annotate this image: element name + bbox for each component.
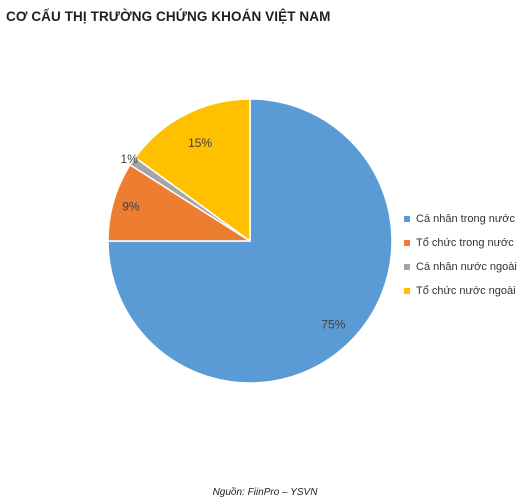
chart-title: CƠ CẤU THỊ TRƯỜNG CHỨNG KHOÁN VIỆT NAM <box>6 9 331 24</box>
legend-item: Tổ chức trong nước <box>404 237 517 249</box>
legend-item: Tổ chức nước ngoài <box>404 285 517 297</box>
pie-chart: 75% 9% 1% 15% <box>107 98 393 384</box>
legend-label: Cá nhân nước ngoài <box>416 261 517 273</box>
pie-data-label: 75% <box>321 317 345 331</box>
pie-slice <box>134 98 251 242</box>
legend-swatch <box>404 264 410 270</box>
legend-label: Cá nhân trong nước <box>416 213 515 225</box>
source-note: Nguồn: FiinPro – YSVN <box>212 487 318 498</box>
pie-slice <box>107 98 393 384</box>
pie-data-labels: 75% 9% 1% 15% <box>121 136 346 331</box>
pie-data-label: 9% <box>122 199 140 213</box>
legend-swatch <box>404 216 410 222</box>
pie-data-label: 15% <box>188 136 212 150</box>
legend-swatch <box>404 288 410 294</box>
pie-slice <box>107 164 251 242</box>
pie-data-label: 1% <box>121 152 139 166</box>
pie-slices <box>107 98 393 384</box>
legend-label: Tổ chức nước ngoài <box>416 285 516 297</box>
legend-swatch <box>404 240 410 246</box>
legend-label: Tổ chức trong nước <box>416 237 514 249</box>
chart-legend: Cá nhân trong nước Tổ chức trong nước Cá n… <box>404 213 517 309</box>
legend-item: Cá nhân nước ngoài <box>404 261 517 273</box>
legend-item: Cá nhân trong nước <box>404 213 517 225</box>
